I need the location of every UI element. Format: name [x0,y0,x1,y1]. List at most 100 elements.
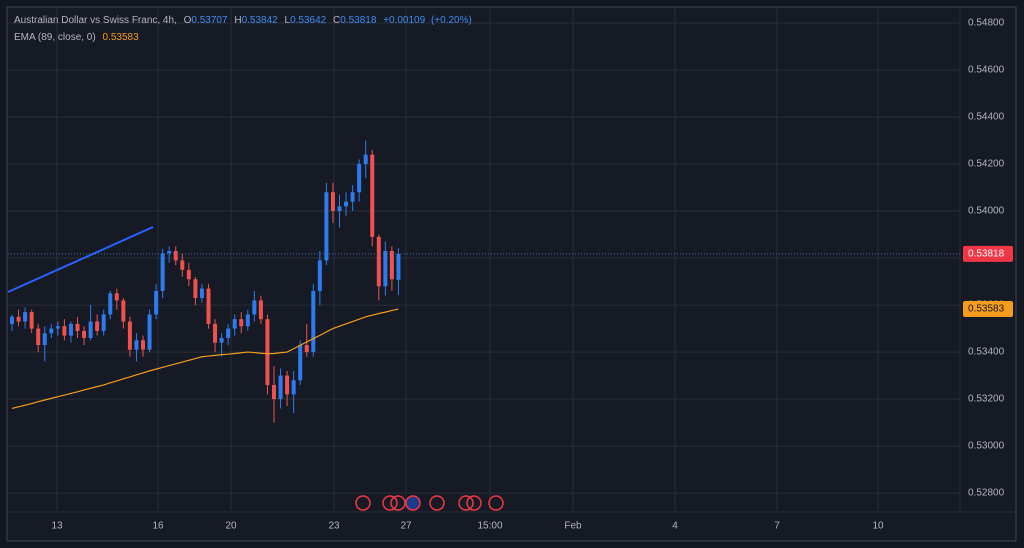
ohlc-label: H [234,15,241,26]
x-tick-label: 15:00 [477,521,502,532]
y-tick-label: 0.54800 [968,18,1005,29]
candle-body [180,260,185,270]
candle-body [285,375,290,395]
change-pct: (+0.20%) [431,15,472,26]
y-tick-label: 0.53000 [968,441,1005,452]
x-tick-label: 16 [152,521,164,532]
candle-body [199,288,204,299]
last-price-box [963,245,1013,262]
ohlc-label: O [184,15,192,26]
candle-body [383,251,388,287]
candle-body [317,260,322,291]
x-tick-label: 13 [51,521,63,532]
marks [8,140,960,423]
candle-body [330,192,335,212]
candle-body [344,201,349,207]
ema-price-label: 0.53583 [968,304,1005,315]
candle-body [134,340,139,350]
high-value: 0.53842 [242,15,279,26]
candle-body [36,328,41,346]
candle-body [55,326,60,329]
y-tick-label: 0.53200 [968,394,1005,405]
ohlc-label: L [285,15,291,26]
candle-body [265,319,270,385]
candle-body [88,321,93,338]
candle-body [337,206,342,212]
candle-body [101,314,106,331]
candle-body [363,154,368,165]
candle-body [304,345,309,353]
candle-body [49,328,54,334]
candle-body [252,300,257,315]
candle-body [232,319,237,329]
x-tick-label: 4 [672,521,678,532]
candle-body [127,321,132,350]
candle-body [82,330,87,338]
x-tick-label: 23 [328,521,340,532]
ema-line [11,308,399,410]
candle-body [68,323,73,336]
candle-body [167,251,172,254]
x-tick-label: 20 [225,521,237,532]
x-tick-label: 7 [774,521,780,532]
candle-body [10,316,14,324]
candle-body [186,269,191,280]
title: Australian Dollar vs Swiss Franc, 4h, [14,15,177,26]
candle-body [193,279,198,299]
candle-body [278,375,283,400]
candle-body [258,300,263,320]
candle-body [95,321,100,331]
indicator-value: 0.53583 [102,32,139,43]
ohlc-label: C [333,15,340,26]
candle-body [42,333,47,346]
candle-body [226,328,231,338]
y-tick-label: 0.53400 [968,347,1005,358]
candle-body [350,192,355,202]
candle-body [357,164,362,193]
frame [6,6,1017,542]
candle-body [239,319,244,327]
candle-body [160,253,165,291]
candle-body [154,290,159,315]
header: Australian Dollar vs Swiss Franc, 4h, O0… [14,15,472,26]
candle-body [272,384,276,400]
x-tick-label: Feb [564,521,582,532]
candle-body [396,253,401,280]
candle-body [108,293,113,315]
y-tick-label: 0.54400 [968,112,1005,123]
candle-body [62,326,67,336]
candle-body [245,314,250,327]
candle-body [298,345,303,381]
candle-body [389,251,394,280]
indicator-legend: EMA (89, close, 0) 0.53583 [14,32,139,43]
candle-body [206,288,211,324]
last-price-label: 0.53818 [968,248,1005,259]
candle-body [376,236,381,287]
candle-body [173,251,178,261]
candle-body [29,312,34,329]
x-tick-label: 10 [872,521,884,532]
event-icons [355,495,504,511]
candle-body [370,154,375,237]
low-value: 0.53642 [290,15,327,26]
indicator-label: EMA (89, close, 0) [14,32,96,43]
candle-body [213,323,218,343]
y-tick-label: 0.54200 [968,159,1005,170]
candle-body [219,337,224,343]
ema-price-box [963,301,1013,318]
candle-body [147,314,152,350]
trend-line [7,226,154,293]
y-tick-label: 0.54000 [968,206,1005,217]
x-tick-label: 27 [400,521,412,532]
candle-body [311,290,316,353]
close-value: 0.53818 [340,15,377,26]
candle-body [324,192,329,261]
open-value: 0.53707 [191,15,228,26]
change: +0.00109 [383,15,425,26]
y-tick-label: 0.52800 [968,488,1005,499]
candle-body [141,340,145,350]
candle-body [114,293,119,301]
candle-body [75,323,80,331]
